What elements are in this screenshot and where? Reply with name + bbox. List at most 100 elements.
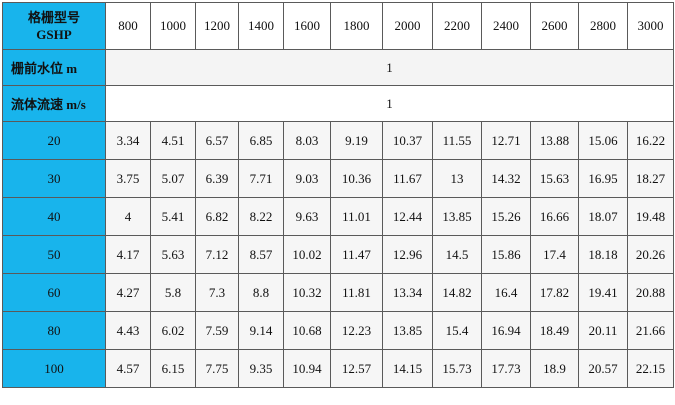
column-header: 2600 (530, 2, 579, 50)
data-cell: 15.26 (481, 197, 531, 236)
column-header: 800 (105, 2, 151, 50)
column-header: 2800 (578, 2, 628, 50)
data-cell: 14.15 (382, 349, 433, 388)
data-cell: 20.26 (627, 235, 674, 274)
data-cell: 21.66 (627, 311, 674, 350)
data-cell: 6.02 (150, 311, 196, 350)
data-cell: 8.22 (238, 197, 284, 236)
data-cell: 8.03 (283, 121, 331, 160)
span-value: 1 (105, 85, 674, 122)
data-cell: 15.63 (530, 159, 579, 198)
data-cell: 10.36 (330, 159, 383, 198)
data-cell: 11.67 (382, 159, 433, 198)
data-cell: 6.82 (195, 197, 239, 236)
span-row: 流体流速 m/s 1 (2, 85, 674, 122)
data-cell: 17.4 (530, 235, 579, 274)
data-cell: 9.14 (238, 311, 284, 350)
data-cell: 15.73 (432, 349, 482, 388)
data-cell: 19.41 (578, 273, 628, 312)
row-label: 流体流速 m/s (2, 85, 106, 122)
data-cell: 7.3 (195, 273, 239, 312)
data-cell: 9.19 (330, 121, 383, 160)
row-label: 60 (2, 273, 106, 312)
data-cell: 6.39 (195, 159, 239, 198)
data-cell: 10.94 (283, 349, 331, 388)
data-cell: 14.5 (432, 235, 482, 274)
column-header: 1800 (330, 2, 383, 50)
data-cell: 4.57 (105, 349, 151, 388)
data-cell: 11.47 (330, 235, 383, 274)
row-label: 栅前水位 m (2, 49, 106, 86)
column-header: 1400 (238, 2, 284, 50)
data-cell: 17.82 (530, 273, 579, 312)
data-cell: 20.57 (578, 349, 628, 388)
data-cell: 13.88 (530, 121, 579, 160)
data-cell: 4.27 (105, 273, 151, 312)
data-cell: 7.71 (238, 159, 284, 198)
data-cell: 20.88 (627, 273, 674, 312)
column-header: 1200 (195, 2, 239, 50)
header-row: 格栅型号 GSHP 800 1000 1200 1400 1600 1800 2000 2200 2… (2, 2, 674, 50)
data-cell: 11.81 (330, 273, 383, 312)
data-cell: 7.75 (195, 349, 239, 388)
data-cell: 9.03 (283, 159, 331, 198)
data-cell: 15.06 (578, 121, 628, 160)
data-row: 50 4.17 5.63 7.12 8.57 10.02 11.47 12.96 14.5 15.… (2, 235, 674, 274)
column-header: 3000 (627, 2, 674, 50)
data-cell: 17.73 (481, 349, 531, 388)
corner-line: GSHP (36, 27, 72, 42)
data-cell: 10.02 (283, 235, 331, 274)
data-cell: 5.63 (150, 235, 196, 274)
data-cell: 8.57 (238, 235, 284, 274)
data-cell: 13.85 (432, 197, 482, 236)
data-cell: 12.96 (382, 235, 433, 274)
data-cell: 9.63 (283, 197, 331, 236)
data-cell: 4.51 (150, 121, 196, 160)
data-cell: 14.82 (432, 273, 482, 312)
data-row: 20 3.34 4.51 6.57 6.85 8.03 9.19 10.37 11.55 12.7… (2, 121, 674, 160)
data-row: 30 3.75 5.07 6.39 7.71 9.03 10.36 11.67 13 14.32 1… (2, 159, 674, 198)
data-cell: 13 (432, 159, 482, 198)
data-cell: 12.44 (382, 197, 433, 236)
data-cell: 12.23 (330, 311, 383, 350)
data-cell: 6.57 (195, 121, 239, 160)
data-cell: 9.35 (238, 349, 284, 388)
column-header: 2400 (481, 2, 531, 50)
corner-line: 格栅型号 (27, 10, 80, 25)
data-cell: 19.48 (627, 197, 674, 236)
spec-table: 格栅型号 GSHP 800 1000 1200 1400 1600 1800 2000 2200 2… (2, 2, 674, 388)
column-header: 1000 (150, 2, 196, 50)
row-label: 30 (2, 159, 106, 198)
data-cell: 12.71 (481, 121, 531, 160)
row-label: 80 (2, 311, 106, 350)
row-label: 40 (2, 197, 106, 236)
data-cell: 3.75 (105, 159, 151, 198)
data-cell: 13.34 (382, 273, 433, 312)
data-cell: 12.57 (330, 349, 383, 388)
data-cell: 18.07 (578, 197, 628, 236)
data-cell: 15.4 (432, 311, 482, 350)
data-cell: 7.12 (195, 235, 239, 274)
data-cell: 4.43 (105, 311, 151, 350)
data-cell: 16.94 (481, 311, 531, 350)
data-cell: 11.55 (432, 121, 482, 160)
data-cell: 20.11 (578, 311, 628, 350)
data-cell: 22.15 (627, 349, 674, 388)
data-cell: 18.9 (530, 349, 579, 388)
corner-cell: 格栅型号 GSHP (2, 2, 106, 50)
data-cell: 6.85 (238, 121, 284, 160)
data-cell: 16.4 (481, 273, 531, 312)
column-header: 2200 (432, 2, 482, 50)
data-cell: 5.41 (150, 197, 196, 236)
span-value: 1 (105, 49, 674, 86)
column-header: 2000 (382, 2, 433, 50)
data-cell: 4.17 (105, 235, 151, 274)
data-cell: 14.32 (481, 159, 531, 198)
data-cell: 18.18 (578, 235, 628, 274)
data-cell: 10.37 (382, 121, 433, 160)
data-row: 100 4.57 6.15 7.75 9.35 10.94 12.57 14.15 15.73 1… (2, 349, 674, 388)
row-label: 20 (2, 121, 106, 160)
data-cell: 10.68 (283, 311, 331, 350)
